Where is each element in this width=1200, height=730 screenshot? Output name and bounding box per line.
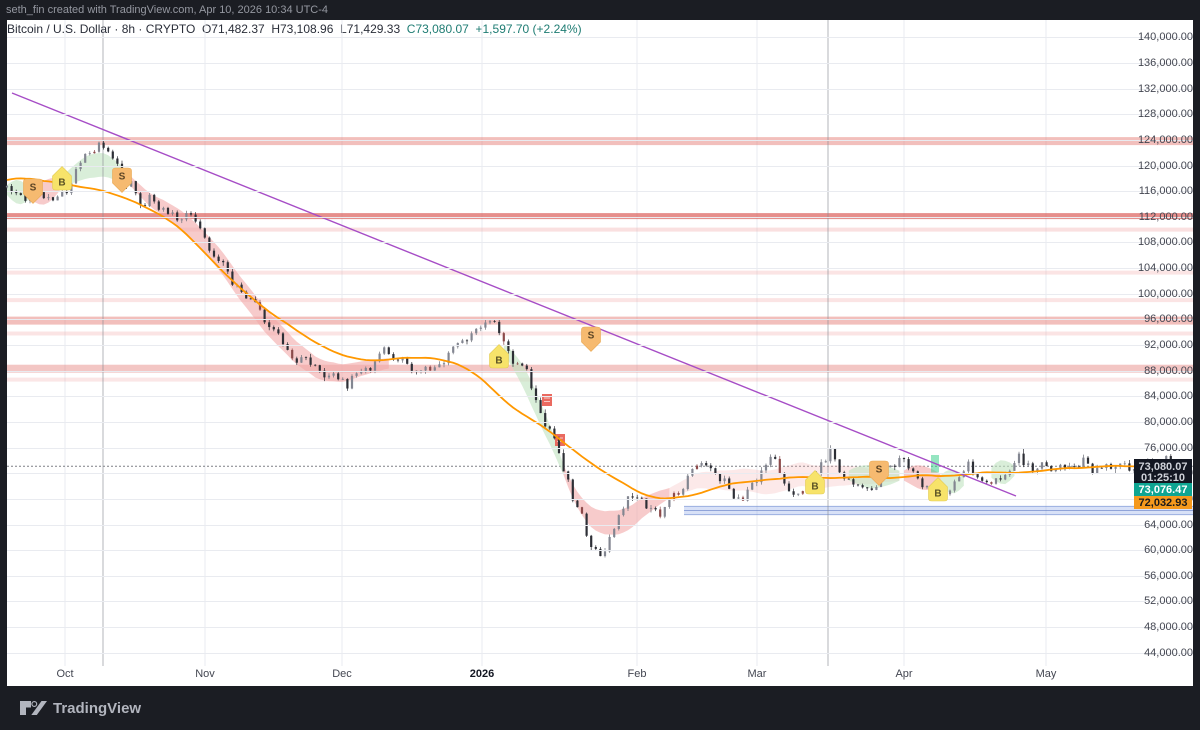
svg-text:B: B (935, 489, 942, 500)
svg-text:S: S (119, 171, 126, 182)
svg-text:S: S (30, 183, 37, 194)
svg-text:B: B (812, 481, 819, 492)
svg-text:S: S (876, 464, 883, 475)
svg-text:B: B (496, 356, 503, 367)
svg-text:B: B (58, 177, 65, 188)
svg-text:S: S (587, 330, 594, 341)
